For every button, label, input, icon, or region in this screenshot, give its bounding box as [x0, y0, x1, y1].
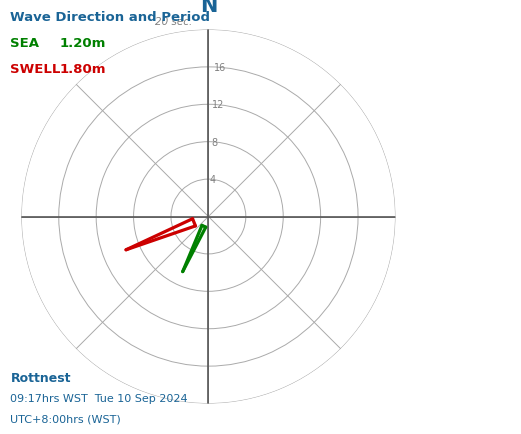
- Text: N: N: [200, 0, 217, 16]
- Text: Wave Direction and Period: Wave Direction and Period: [10, 11, 210, 24]
- Text: 8: 8: [211, 138, 217, 148]
- Text: Rottnest: Rottnest: [10, 371, 71, 384]
- Text: 20 sec.: 20 sec.: [155, 17, 192, 27]
- Text: 1.80m: 1.80m: [60, 63, 106, 76]
- Text: 4: 4: [210, 175, 216, 185]
- Text: SEA: SEA: [10, 37, 40, 50]
- Text: 12: 12: [213, 100, 225, 110]
- Text: 1.20m: 1.20m: [60, 37, 106, 50]
- Text: SWELL: SWELL: [10, 63, 61, 76]
- Text: UTC+8:00hrs (WST): UTC+8:00hrs (WST): [10, 413, 121, 423]
- Text: 09:17hrs WST  Tue 10 Sep 2024: 09:17hrs WST Tue 10 Sep 2024: [10, 393, 188, 403]
- Text: 16: 16: [214, 63, 226, 73]
